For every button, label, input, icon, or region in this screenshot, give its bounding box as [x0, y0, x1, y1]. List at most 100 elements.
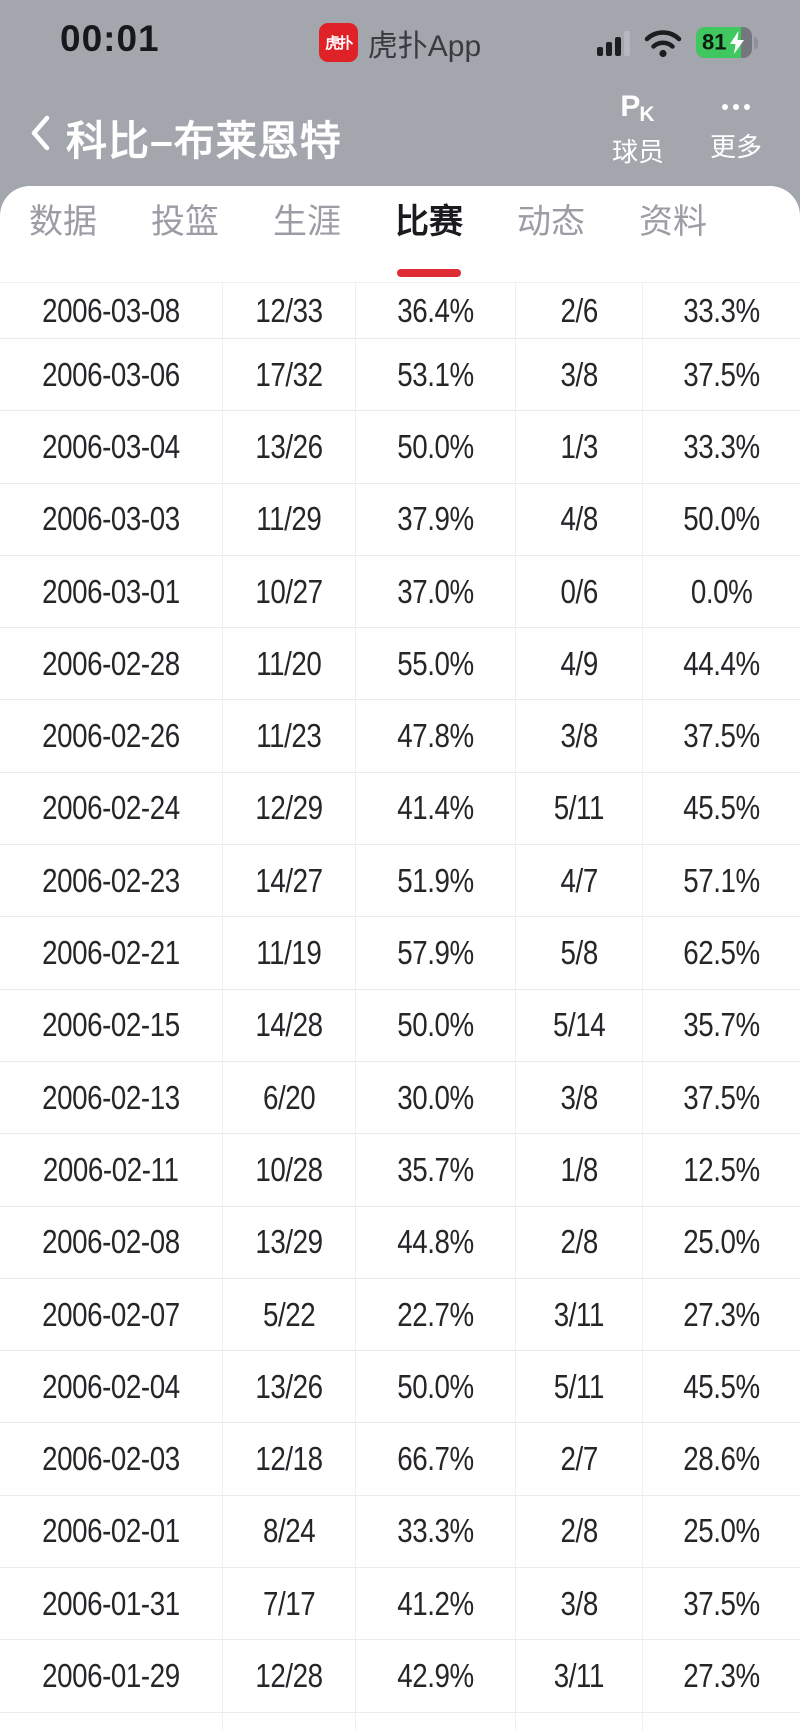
cell-fg: 7/17	[223, 1568, 356, 1640]
cell-3p-pct: 25.0%	[683, 1512, 760, 1550]
tab-投篮[interactable]: 投篮	[151, 203, 219, 241]
table-row[interactable]: 2006-03-01 10/27 37.0% 0/6 0.0%	[0, 555, 800, 629]
cell-fg-pct: 41.4%	[356, 772, 516, 845]
cell-fg-pct: 36.4%	[356, 283, 516, 338]
status-bar: 00:01 虎扑 虎扑App 81	[0, 0, 800, 85]
signal-strength-icon	[597, 30, 630, 56]
table-row[interactable]: 2006-02-03 12/18 66.7% 2/7 28.6%	[0, 1423, 800, 1496]
cell-fg	[223, 1712, 356, 1731]
cell-fg: 13/29	[223, 1206, 356, 1278]
cell-fg: 11/23	[223, 700, 356, 772]
wifi-icon	[644, 29, 682, 57]
table-row[interactable]: 2006-03-06 17/32 53.1% 3/8 37.5%	[0, 339, 800, 412]
cell-fg: 6/20	[223, 1061, 356, 1134]
table-row[interactable]	[0, 1712, 800, 1731]
table-row[interactable]: 2006-01-31 7/17 41.2% 3/8 37.5%	[0, 1568, 800, 1641]
table-row[interactable]: 2006-02-13 6/20 30.0% 3/8 37.5%	[0, 1061, 800, 1135]
table-row[interactable]: 2006-02-15 14/28 50.0% 5/14 35.7%	[0, 989, 800, 1062]
table-row[interactable]: 2006-02-11 10/28 35.7% 1/8 12.5%	[0, 1134, 800, 1207]
cell-date: 2006-01-31	[0, 1568, 223, 1640]
cell-date: 2006-02-13	[0, 1061, 223, 1134]
cell-3p: 4/9	[516, 628, 643, 700]
cell-date: 2006-03-08	[0, 283, 223, 338]
cell-3p-pct: 33.3%	[683, 291, 760, 329]
cell-3p-pct: 12.5%	[683, 1150, 760, 1188]
cell-date: 2006-02-07	[0, 1278, 223, 1351]
cell-fg: 12/18	[223, 1423, 356, 1495]
cell-fg-pct: 57.9%	[356, 917, 516, 989]
more-label: 更多	[709, 132, 762, 162]
page-title: 科比–布莱恩特	[66, 118, 342, 164]
table-row[interactable]: 2006-02-26 11/23 47.8% 3/8 37.5%	[0, 700, 800, 773]
table-row[interactable]: 2006-02-04 13/26 50.0% 5/11 45.5%	[0, 1351, 800, 1424]
cell-fg: 8/24	[223, 1495, 356, 1568]
tab-数据[interactable]: 数据	[29, 203, 97, 241]
battery-percent: 81	[702, 28, 727, 54]
cell-fg-pct: 37.9%	[356, 483, 516, 555]
cell-fg-pct: 33.3%	[356, 1495, 516, 1568]
cell-3p-pct: 45.5%	[683, 1367, 760, 1405]
table-row[interactable]: 2006-02-23 14/27 51.9% 4/7 57.1%	[0, 845, 800, 918]
cell-date: 2006-02-21	[0, 917, 223, 989]
cell-date: 2006-02-26	[0, 700, 223, 772]
table-row[interactable]: 2006-03-04 13/26 50.0% 1/3 33.3%	[0, 411, 800, 484]
cell-date: 2006-02-23	[0, 845, 223, 917]
app-banner[interactable]: 虎扑 虎扑App	[0, 0, 800, 85]
cell-fg-pct: 41.2%	[356, 1568, 516, 1640]
cell-date: 2006-03-04	[0, 411, 223, 483]
cell-3p-pct: 35.7%	[683, 1006, 760, 1044]
table-row[interactable]: 2006-02-28 11/20 55.0% 4/9 44.4%	[0, 628, 800, 701]
cell-fg: 10/28	[223, 1134, 356, 1206]
pk-player-button[interactable]: PK 球员	[612, 89, 664, 169]
hupu-logo-icon: 虎扑	[318, 23, 358, 62]
cell-date: 2006-03-06	[0, 339, 223, 411]
table-row[interactable]: 2006-02-01 8/24 33.3% 2/8 25.0%	[0, 1495, 800, 1569]
cell-fg-pct: 42.9%	[356, 1640, 516, 1712]
cell-fg-pct	[356, 1712, 516, 1731]
tab-比赛[interactable]: 比赛	[395, 200, 463, 283]
cell-3p: 2/6	[516, 283, 643, 338]
back-chevron-icon[interactable]	[28, 113, 52, 153]
cell-3p-pct: 45.5%	[683, 789, 760, 827]
table-row[interactable]: 2006-02-21 11/19 57.9% 5/8 62.5%	[0, 917, 800, 990]
games-table: 2006-03-08 12/33 36.4% 2/6 33.3% 2006-03…	[0, 283, 800, 1731]
cell-fg-pct: 50.0%	[356, 1351, 516, 1423]
table-row[interactable]: 2006-02-07 5/22 22.7% 3/11 27.3%	[0, 1278, 800, 1352]
cell-fg-pct: 66.7%	[356, 1423, 516, 1495]
pk-player-label: 球员	[611, 137, 664, 167]
cell-3p-pct: 28.6%	[683, 1440, 760, 1478]
cell-fg-pct: 55.0%	[356, 628, 516, 700]
cell-fg-pct: 37.0%	[356, 555, 516, 628]
cell-fg: 12/29	[223, 772, 356, 845]
cell-date: 2006-02-01	[0, 1495, 223, 1568]
cell-date: 2006-02-11	[0, 1134, 223, 1206]
cell-3p: 3/8	[516, 1568, 643, 1640]
cell-3p: 2/8	[516, 1495, 643, 1568]
cell-fg: 12/33	[223, 283, 356, 338]
cell-3p-pct: 50.0%	[683, 500, 760, 538]
table-row[interactable]: 2006-02-24 12/29 41.4% 5/11 45.5%	[0, 772, 800, 846]
status-icons: 81	[597, 0, 758, 85]
tab-资料[interactable]: 资料	[639, 203, 707, 241]
table-row[interactable]: 2006-01-29 12/28 42.9% 3/11 27.3%	[0, 1640, 800, 1713]
cell-3p-pct: 0.0%	[690, 572, 753, 610]
tab-生涯[interactable]: 生涯	[273, 203, 341, 241]
cell-date: 2006-02-24	[0, 772, 223, 845]
clock-time: 00:01	[60, 18, 160, 59]
cell-fg: 14/28	[223, 989, 356, 1061]
cell-3p: 1/3	[516, 411, 643, 483]
more-button[interactable]: 更多	[710, 89, 762, 169]
cell-3p: 4/7	[516, 845, 643, 917]
table-row[interactable]: 2006-03-03 11/29 37.9% 4/8 50.0%	[0, 483, 800, 556]
table-row[interactable]: 2006-03-08 12/33 36.4% 2/6 33.3%	[0, 283, 800, 339]
cell-fg-pct: 44.8%	[356, 1206, 516, 1278]
more-dots-icon	[721, 89, 750, 125]
cell-date: 2006-02-08	[0, 1206, 223, 1278]
content-card: 数据 投篮 生涯 比赛 动态 资料 2006-03-08 12/33 36.4% 2/6 …	[0, 186, 800, 1731]
cell-3p-pct: 37.5%	[683, 717, 760, 755]
cell-fg: 13/26	[223, 411, 356, 483]
tab-动态[interactable]: 动态	[517, 203, 585, 241]
table-row[interactable]: 2006-02-08 13/29 44.8% 2/8 25.0%	[0, 1206, 800, 1279]
charging-bolt-icon	[730, 31, 744, 54]
cell-3p-pct: 25.0%	[683, 1223, 760, 1261]
